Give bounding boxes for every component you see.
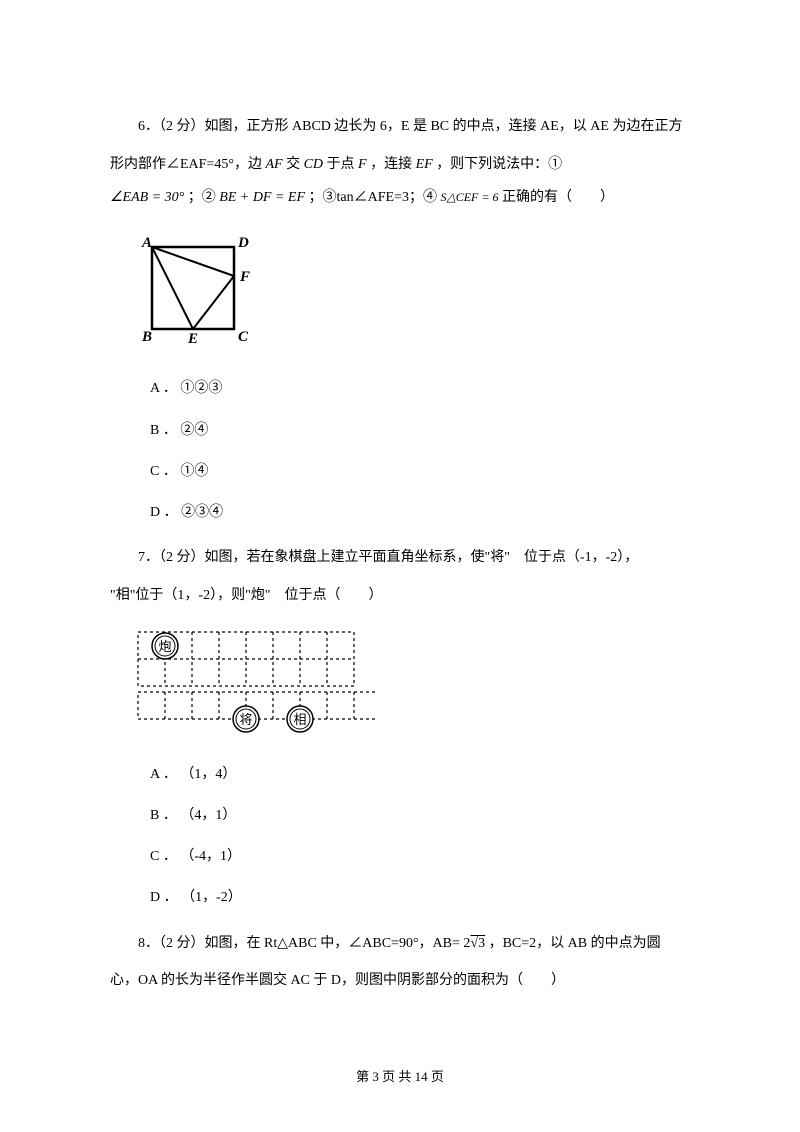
page-footer: 第 3 页 共 14 页 bbox=[0, 1061, 800, 1092]
q6-l3-sep2: ；③tan∠AFE=3；④ bbox=[305, 190, 440, 205]
q6-option-c: C ． ①④ bbox=[150, 459, 700, 484]
question-7: 7．（2 分）如图，若在象棋盘上建立平面直角坐标系，使"将" 位于点（-1，-2… bbox=[110, 541, 700, 911]
q8-line2: 心，OA 的长为半径作半圆交 AC 于 D，则图中阴影部分的面积为（ ） bbox=[110, 964, 700, 998]
svg-text:B: B bbox=[141, 329, 152, 345]
q6-l3-s4: S△CEF = 6 bbox=[440, 190, 498, 204]
q6-option-b: B ． ②④ bbox=[150, 418, 700, 443]
q6-line1: 6．（2 分）如图，正方形 ABCD 边长为 6，E 是 BC 的中点，连接 A… bbox=[110, 110, 700, 144]
q7-option-d: D ． （1，-2） bbox=[150, 885, 700, 910]
q7-line2: "相"位于（1，-2），则"炮" 位于点（ ） bbox=[110, 579, 700, 613]
q6-l3-sep1: ；② bbox=[184, 190, 219, 205]
q8-math-2sqrt3: 2√3 bbox=[463, 936, 485, 951]
q6-line3: ∠EAB = 30° ；② BE + DF = EF ；③tan∠AFE=3；④… bbox=[110, 181, 700, 215]
q7-figure: 炮 将 相 bbox=[130, 626, 700, 748]
svg-text:将: 将 bbox=[239, 712, 252, 727]
q6-l2-ef: EF bbox=[416, 157, 433, 172]
q8-line1: 8．（2 分）如图，在 Rt△ABC 中，∠ABC=90°，AB= 2√3 ，B… bbox=[110, 927, 700, 961]
q6-l2-suffix: ，则下列说法中：① bbox=[433, 157, 563, 172]
q7-line1: 7．（2 分）如图，若在象棋盘上建立平面直角坐标系，使"将" 位于点（-1，-2… bbox=[110, 541, 700, 575]
q7-option-a: A ． （1，4） bbox=[150, 762, 700, 787]
q6-l2-m3: ，连接 bbox=[367, 157, 416, 172]
svg-text:D: D bbox=[237, 235, 249, 251]
chessboard-icon: 炮 将 相 bbox=[130, 626, 376, 734]
q6-l3-s1: ∠EAB = 30° bbox=[110, 190, 184, 205]
q6-options: A ． ①②③ B ． ②④ C ． ①④ D ． ②③④ bbox=[150, 376, 700, 525]
question-8: 8．（2 分）如图，在 Rt△ABC 中，∠ABC=90°，AB= 2√3 ，B… bbox=[110, 927, 700, 998]
question-6: 6．（2 分）如图，正方形 ABCD 边长为 6，E 是 BC 的中点，连接 A… bbox=[110, 110, 700, 525]
chess-piece-xiang: 相 bbox=[287, 706, 313, 732]
svg-text:F: F bbox=[239, 269, 250, 285]
q6-option-a: A ． ①②③ bbox=[150, 376, 700, 401]
svg-text:C: C bbox=[238, 329, 249, 345]
q8-l1-suffix: ，BC=2，以 AB 的中点为圆 bbox=[485, 936, 661, 951]
q7-option-b: B ． （4，1） bbox=[150, 803, 700, 828]
q7-options: A ． （1，4） B ． （4，1） C ． （-4，1） D ． （1，-2… bbox=[150, 762, 700, 911]
q6-l2-m2: 于点 bbox=[323, 157, 358, 172]
q6-l2-prefix: 形内部作∠EAF=45°，边 bbox=[110, 157, 265, 172]
q6-l3-s2: BE + DF = EF bbox=[219, 190, 305, 205]
q7-option-c: C ． （-4，1） bbox=[150, 844, 700, 869]
geometry-square-icon: A D B C E F bbox=[130, 229, 270, 349]
svg-text:相: 相 bbox=[293, 712, 306, 727]
svg-text:炮: 炮 bbox=[158, 639, 171, 654]
q6-option-d: D ． ②③④ bbox=[150, 500, 700, 525]
q8-l1-prefix: 8．（2 分）如图，在 Rt△ABC 中，∠ABC=90°，AB= bbox=[138, 936, 463, 951]
q6-l3-suffix: 正确的有（ ） bbox=[498, 190, 614, 205]
q6-figure: A D B C E F bbox=[130, 229, 700, 363]
q6-l2-f: F bbox=[358, 157, 367, 172]
q6-l2-af: AF bbox=[265, 157, 282, 172]
q6-line2: 形内部作∠EAF=45°，边 AF 交 CD 于点 F ，连接 EF ，则下列说… bbox=[110, 148, 700, 182]
svg-text:A: A bbox=[141, 235, 152, 251]
q6-l2-m1: 交 bbox=[283, 157, 304, 172]
chess-piece-pao: 炮 bbox=[152, 633, 178, 659]
svg-text:E: E bbox=[187, 331, 198, 347]
q6-l2-cd: CD bbox=[304, 157, 323, 172]
chess-piece-jiang: 将 bbox=[233, 706, 259, 732]
